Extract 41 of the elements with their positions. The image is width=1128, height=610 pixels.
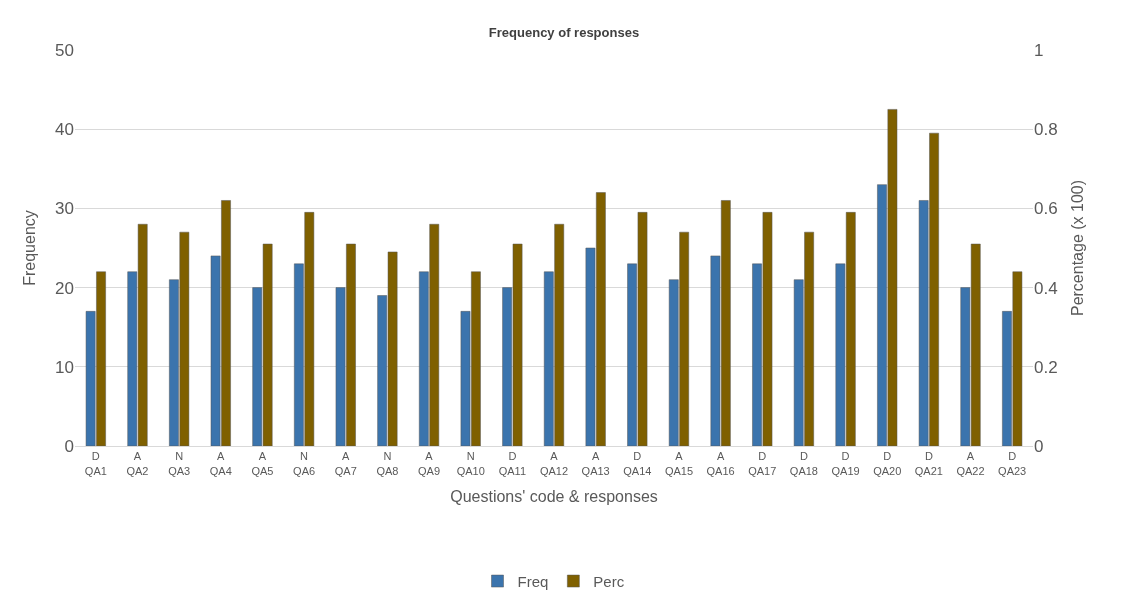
y-tick-label: 20 (55, 278, 74, 298)
y-tick-label: 10 (55, 357, 74, 377)
x-tick-label: D QA19 (831, 450, 860, 477)
x-tick-label: N QA10 (456, 450, 485, 477)
y-tick-label: 40 (55, 120, 74, 140)
x-tick-label: D QA21 (914, 450, 943, 477)
x-tick-label: D QA18 (789, 450, 818, 477)
x-tick-label: D QA23 (998, 450, 1027, 477)
x-tick-label: D QA11 (498, 450, 527, 477)
y-tick-label: 50 (55, 40, 74, 60)
chart-title: Frequency of responses (488, 24, 640, 40)
x-tick-label: A QA9 (418, 450, 441, 477)
legend-label: Freq (517, 572, 549, 590)
y2-tick-label: 0 (1034, 436, 1044, 456)
x-tick-label: D QA17 (748, 450, 777, 477)
x-axis-title: Questions' code & responses (450, 488, 658, 506)
x-tick-label: A QA12 (539, 450, 569, 477)
x-tick-label: N QA3 (168, 450, 191, 477)
x-tick-label: A QA22 (956, 450, 985, 477)
y-tick-label: 0 (64, 436, 74, 456)
x-tick-label: D QA1 (84, 450, 107, 477)
x-tick-label: A QA13 (581, 450, 610, 477)
legend-label: Perc (593, 572, 625, 590)
x-tick-label: A QA5 (251, 450, 274, 477)
y2-tick-label: 0.6 (1034, 199, 1058, 219)
y2-tick-label: 0.4 (1034, 278, 1058, 298)
x-tick-label: D QA14 (623, 450, 652, 477)
x-tick-label: N QA6 (293, 450, 316, 477)
x-tick-label: A QA7 (334, 450, 357, 477)
y-tick-label: 30 (55, 199, 74, 219)
y2-axis-title: Percentage (x 100) (1069, 179, 1087, 317)
x-tick-label: N QA8 (376, 450, 399, 477)
y2-tick-label: 1 (1034, 40, 1044, 60)
y2-tick-label: 0.2 (1034, 357, 1058, 377)
x-tick-label: A QA2 (126, 450, 149, 477)
y-axis-title: Frequency (20, 210, 38, 286)
y2-tick-label: 0.8 (1034, 120, 1058, 140)
x-tick-label: D QA20 (873, 450, 902, 477)
x-tick-label: A QA15 (664, 450, 694, 477)
x-tick-label: A QA16 (706, 450, 735, 477)
x-tick-label: A QA4 (209, 450, 232, 477)
